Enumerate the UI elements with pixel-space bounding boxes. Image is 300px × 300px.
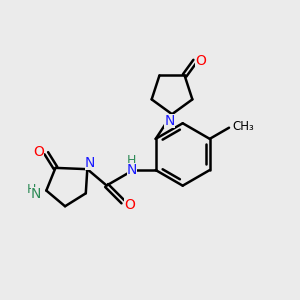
Text: N: N: [127, 163, 137, 177]
Text: O: O: [34, 145, 44, 159]
Text: N: N: [164, 114, 175, 128]
Text: O: O: [124, 198, 135, 212]
Text: H: H: [26, 183, 36, 196]
Text: H: H: [127, 154, 136, 167]
Text: O: O: [195, 54, 206, 68]
Text: N: N: [31, 187, 41, 201]
Text: N: N: [85, 156, 95, 170]
Text: CH₃: CH₃: [232, 120, 254, 133]
